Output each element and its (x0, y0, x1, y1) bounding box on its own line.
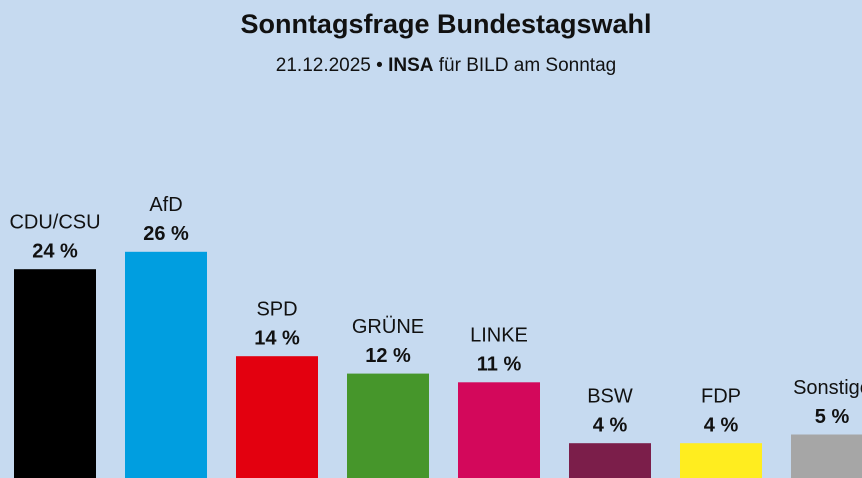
bar (14, 269, 96, 478)
bar (680, 443, 762, 478)
category-label: Sonstige (793, 377, 862, 399)
value-label: 4 % (593, 414, 628, 436)
category-label: AfD (149, 194, 182, 216)
bar (125, 251, 207, 478)
value-label: 12 % (365, 345, 411, 367)
subtitle-client: für BILD am Sonntag (439, 55, 616, 76)
category-label: FDP (701, 385, 741, 407)
category-label: SPD (256, 298, 297, 320)
subtitle-institute: INSA (388, 55, 434, 76)
value-label: 14 % (254, 327, 300, 349)
category-label: LINKE (470, 325, 528, 347)
bar (458, 382, 540, 478)
bar (236, 356, 318, 478)
category-label: GRÜNE (352, 316, 424, 338)
bar (791, 434, 862, 478)
value-label: 5 % (815, 406, 850, 428)
chart-title: Sonntagsfrage Bundestagswahl (240, 9, 651, 39)
bar (569, 443, 651, 478)
value-label: 11 % (477, 354, 522, 376)
chart-subtitle: 21.12.2025 • INSA für BILD am Sonntag (276, 55, 616, 76)
category-label: BSW (587, 385, 633, 407)
category-label: CDU/CSU (9, 211, 100, 233)
value-label: 24 % (32, 240, 78, 262)
value-label: 26 % (143, 223, 189, 245)
value-label: 4 % (704, 414, 739, 436)
subtitle-date: 21.12.2025 • (276, 55, 383, 76)
bar (347, 373, 429, 478)
